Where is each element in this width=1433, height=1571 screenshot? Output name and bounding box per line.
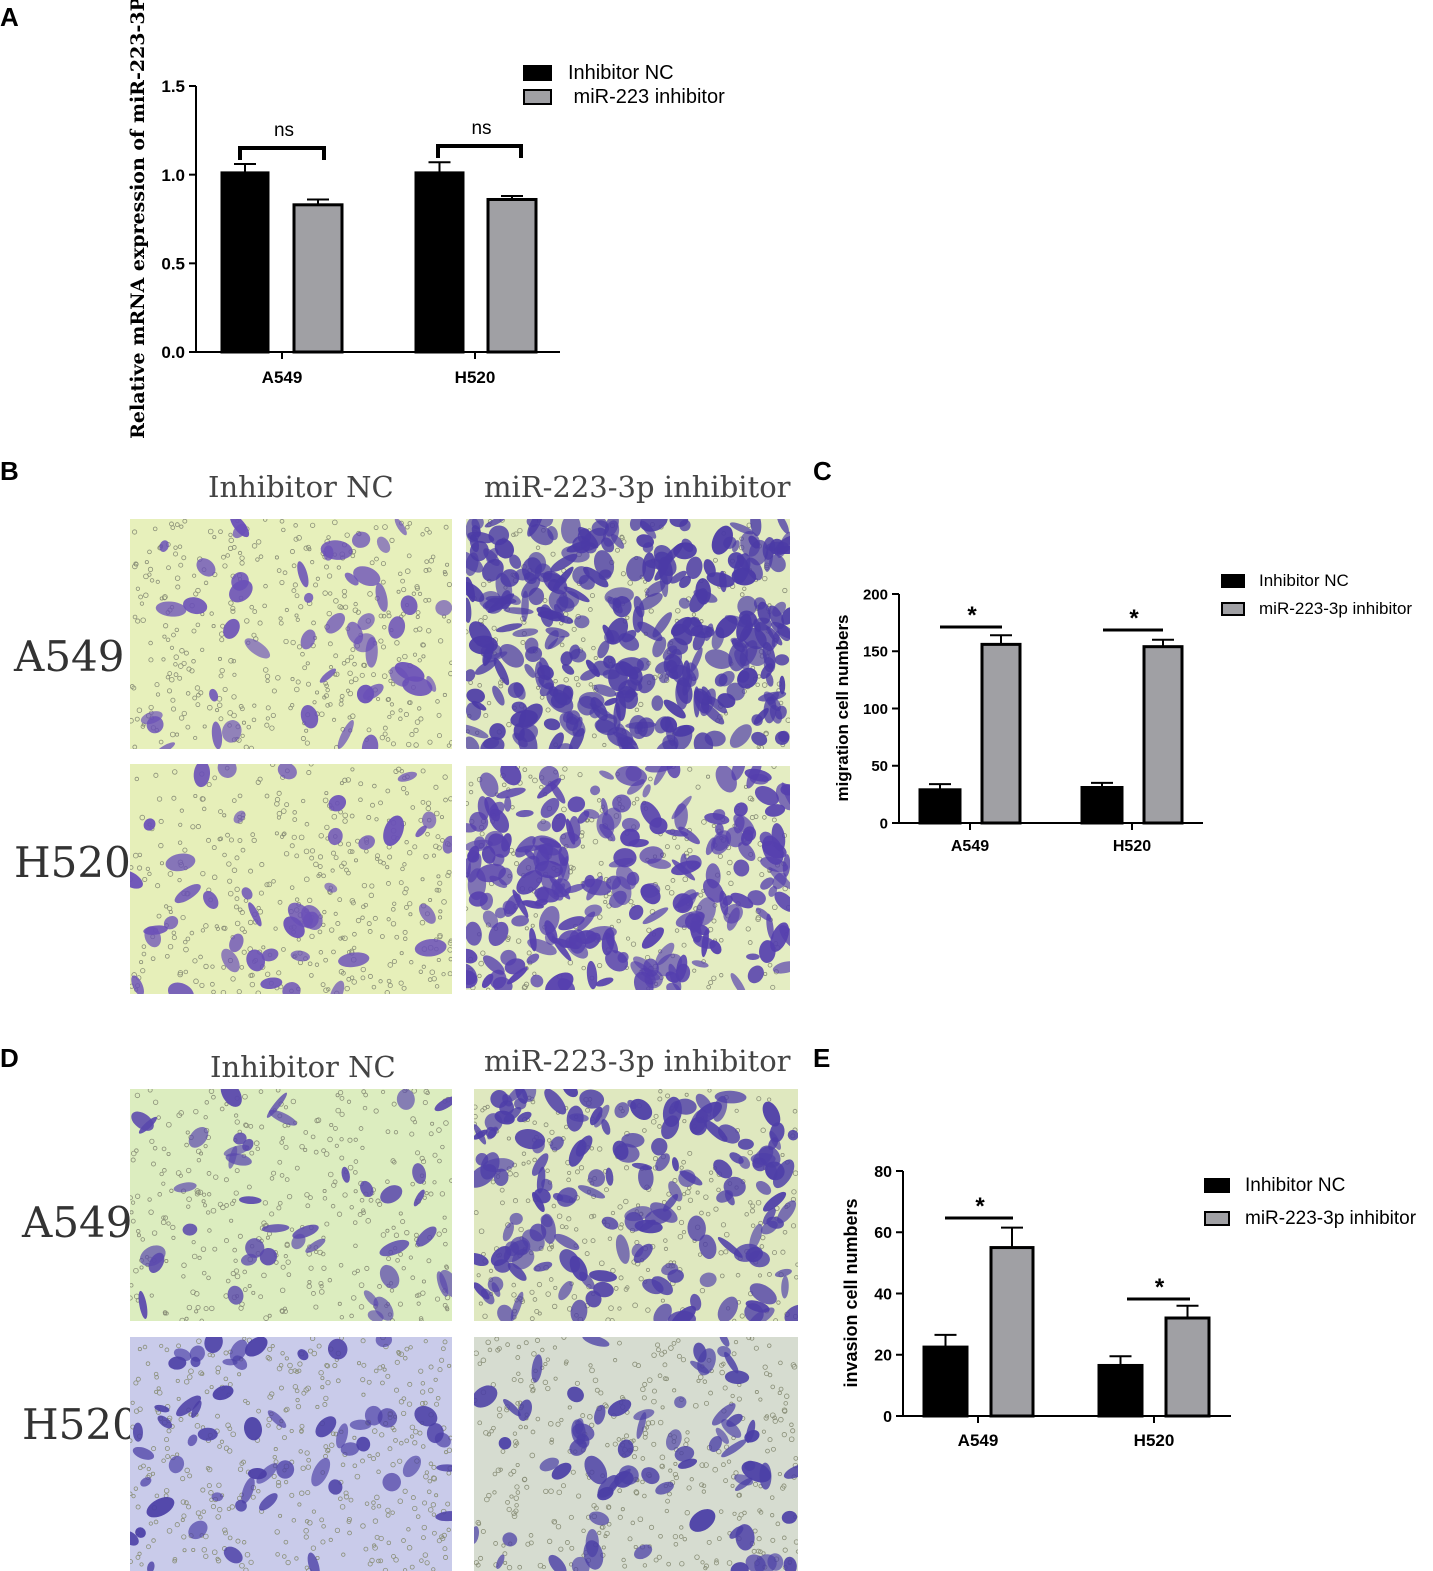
chart-c-x-tick-label: H520 (1113, 838, 1151, 855)
chart-c-bar (1080, 786, 1124, 825)
chart-a-legend-swatch (523, 65, 552, 81)
micrograph-image (466, 766, 790, 990)
chart-a-y-tick-label: 1.5 (161, 77, 185, 96)
chart-c-y-tick-label: 200 (863, 586, 888, 603)
chart-c-y-tick-label: 150 (863, 644, 888, 661)
chart-a-y-axis-label: Relative mRNA expression of miR-223-3P (127, 0, 149, 439)
chart-e-y-tick-label: 40 (874, 1286, 892, 1303)
chart-a-significance-label: ns (274, 120, 294, 141)
micro-d-row-label-a549: A549 (22, 1198, 133, 1247)
chart-a-y-tick-label: 0.0 (161, 343, 185, 362)
chart-a-significance-bracket (436, 144, 523, 158)
chart-c-significance-label: * (967, 602, 977, 629)
chart-e-legend-label: Inhibitor NC (1245, 1175, 1345, 1196)
chart-c-significance-label: * (1129, 605, 1139, 632)
micrograph-d-h520-nc (130, 1337, 452, 1571)
chart-c-legend-swatch (1221, 574, 1245, 588)
micro-d-col-header-inhibitor: miR-223-3p inhibitor (484, 1044, 791, 1078)
chart-a-legend-label: Inhibitor NC (568, 62, 674, 84)
micrograph-image (130, 1337, 452, 1571)
micro-b-col-header-inhibitor: miR-223-3p inhibitor (484, 470, 791, 504)
chart-c-x-tick-label: A549 (951, 838, 989, 855)
micrograph-b-h520-inhibitor (466, 766, 790, 990)
micrograph-image (466, 519, 790, 749)
panel-letter-d: D (0, 1043, 19, 1073)
chart-c-y-tick-label: 50 (871, 758, 888, 775)
chart-a: 0.0 0.5 1.0 1.5 A549 H520 ns ns Relative mRNA ex… (127, 0, 725, 439)
micro-b-row-label-h520: H520 (14, 838, 131, 887)
panel-letter-c: C (813, 456, 832, 486)
chart-c-y-tick-label: 0 (880, 815, 888, 832)
micrograph-image (130, 764, 452, 994)
chart-c-legend-label: miR-223-3p inhibitor (1259, 599, 1412, 618)
chart-a-bar (414, 171, 465, 354)
chart-e-bar (922, 1345, 969, 1418)
micrograph-b-a549-nc (130, 519, 452, 749)
chart-a-x-tick-label: H520 (455, 368, 496, 387)
chart-e-x-tick-label: H520 (1134, 1431, 1175, 1450)
chart-e-y-tick-label: 0 (883, 1409, 892, 1426)
panel-letter-a: A (0, 2, 19, 32)
chart-e-y-axis-label: invasion cell numbers (841, 1198, 861, 1387)
chart-c-legend-swatch (1221, 602, 1245, 616)
micrograph-image (474, 1337, 798, 1571)
micrograph-image (474, 1089, 798, 1321)
chart-e-y-tick-label: 60 (874, 1225, 892, 1242)
chart-e-x-tick-label: A549 (958, 1431, 999, 1450)
chart-e-bar (989, 1246, 1035, 1418)
chart-e-legend-label: miR-223-3p inhibitor (1245, 1208, 1417, 1229)
chart-e-legend-swatch (1204, 1211, 1230, 1226)
chart-a-legend-swatch (523, 89, 552, 105)
micrograph-d-a549-nc (130, 1089, 452, 1321)
chart-e-significance-label: * (1155, 1274, 1165, 1301)
chart-a-bar (486, 197, 538, 354)
chart-e-bar (1164, 1316, 1211, 1418)
chart-e-y-tick-label: 80 (874, 1164, 892, 1181)
micro-d-row-label-h520: H520 (22, 1400, 139, 1449)
chart-e-legend-swatch (1204, 1178, 1230, 1193)
panel-letter-e: E (813, 1043, 831, 1073)
chart-c-y-tick-label: 100 (863, 701, 888, 718)
micrograph-image (130, 519, 452, 749)
micrograph-d-h520-inhibitor (474, 1337, 798, 1571)
chart-e-significance-label: * (975, 1193, 985, 1220)
chart-a-significance-label: ns (471, 118, 491, 139)
chart-a-x-tick-label: A549 (262, 368, 303, 387)
chart-c-y-axis-label: migration cell numbers (833, 614, 852, 801)
chart-a-significance-bracket (238, 146, 326, 160)
micrograph-d-a549-inhibitor (474, 1089, 798, 1321)
chart-c-legend-label: Inhibitor NC (1259, 571, 1349, 590)
micrograph-b-a549-inhibitor (466, 519, 790, 749)
chart-e-bar (1097, 1363, 1144, 1418)
micro-b-col-header-nc: Inhibitor NC (208, 470, 394, 504)
micro-b-row-label-a549: A549 (14, 632, 125, 681)
chart-e-y-tick-label: 20 (874, 1348, 892, 1365)
micrograph-b-h520-nc (130, 764, 452, 994)
chart-a-y-tick-label: 1.0 (161, 166, 185, 185)
panel-letter-b: B (0, 456, 19, 486)
micro-d-col-header-nc: Inhibitor NC (210, 1050, 396, 1084)
micrograph-image (130, 1089, 452, 1321)
chart-c: 0 50 100 150 200 A549 H520 * * migration cell num… (833, 571, 1412, 855)
chart-a-y-tick-label: 0.5 (161, 254, 185, 273)
chart-a-legend-label: miR-223 inhibitor (568, 86, 725, 108)
